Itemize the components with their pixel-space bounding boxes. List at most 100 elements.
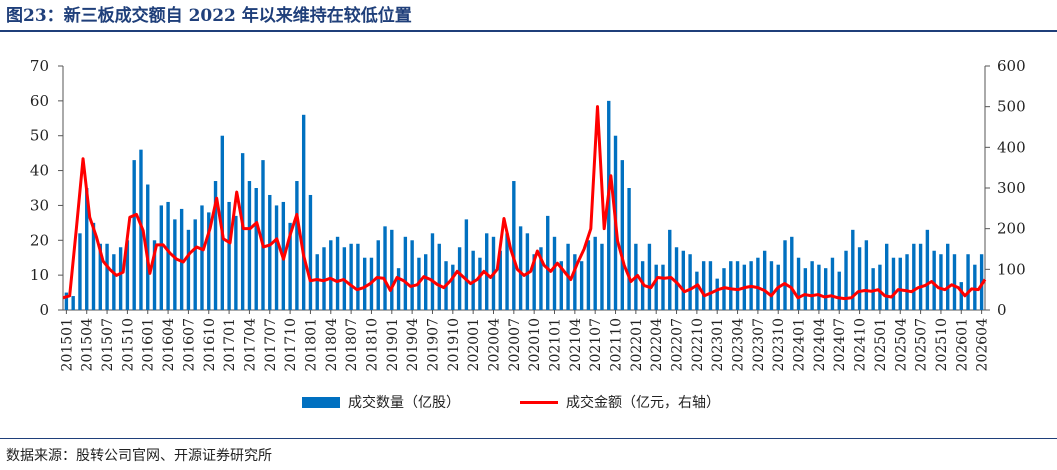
x-tick-label: 202001 bbox=[466, 318, 482, 371]
volume-bar bbox=[152, 240, 157, 310]
left-tick-label: 0 bbox=[39, 301, 49, 319]
volume-bar bbox=[810, 261, 814, 310]
volume-bar bbox=[485, 233, 489, 310]
volume-bar bbox=[410, 240, 414, 310]
volume-bar bbox=[91, 222, 96, 310]
volume-bar bbox=[335, 236, 340, 310]
x-tick-label: 201904 bbox=[405, 318, 421, 372]
x-tick-label: 202207 bbox=[670, 318, 686, 371]
right-tick-label: 0 bbox=[997, 301, 1007, 319]
source-note: 数据来源：股转公司官网、开源证券研究所 bbox=[6, 448, 272, 464]
volume-bar bbox=[546, 215, 550, 310]
volume-bar bbox=[885, 243, 889, 310]
x-tick-label: 202407 bbox=[832, 318, 848, 371]
volume-bar bbox=[105, 243, 109, 310]
volume-bar bbox=[695, 271, 699, 310]
volume-bar bbox=[403, 236, 408, 310]
x-tick-label: 202010 bbox=[527, 318, 543, 371]
volume-bar bbox=[390, 229, 394, 310]
chart-legend: 成交数量（亿股） 成交金额（亿元，右轴） bbox=[0, 392, 1057, 416]
volume-bar bbox=[457, 247, 462, 310]
x-tick-label: 201704 bbox=[242, 318, 258, 372]
legend-label-amount: 成交金额（亿元，右轴） bbox=[566, 395, 720, 411]
figure-title-text: 图23：新三板成交额自 2022 年以来维持在较低位置 bbox=[6, 6, 412, 26]
volume-bar bbox=[132, 160, 136, 310]
volume-bar bbox=[349, 243, 353, 310]
volume-bar bbox=[607, 100, 611, 310]
volume-bar bbox=[85, 188, 89, 310]
volume-bar bbox=[647, 243, 652, 310]
volume-bar bbox=[146, 184, 150, 310]
x-tick-label: 201504 bbox=[80, 318, 96, 372]
right-tick-label: 600 bbox=[997, 57, 1026, 75]
volume-bar bbox=[295, 181, 299, 310]
volume-bar bbox=[424, 254, 428, 310]
volume-bar bbox=[857, 247, 862, 310]
volume-bar bbox=[498, 250, 502, 310]
x-tick-label: 201607 bbox=[181, 318, 197, 371]
title-rule bbox=[0, 30, 1057, 32]
volume-bar bbox=[173, 219, 177, 310]
x-tick-label: 201801 bbox=[303, 318, 319, 371]
volume-bar bbox=[552, 236, 557, 310]
x-tick-label: 202301 bbox=[710, 318, 726, 371]
x-tick-label: 202204 bbox=[649, 318, 665, 372]
volume-bar bbox=[688, 254, 692, 310]
x-tick-label: 201604 bbox=[161, 318, 177, 372]
volume-bar bbox=[579, 261, 584, 310]
left-tick-label: 30 bbox=[30, 196, 49, 214]
x-tick-label: 201804 bbox=[324, 318, 340, 372]
x-tick-label: 201810 bbox=[364, 318, 380, 371]
volume-bar bbox=[844, 250, 848, 310]
right-tick-label: 500 bbox=[997, 98, 1026, 116]
left-tick-label: 40 bbox=[30, 162, 49, 180]
volume-bar bbox=[383, 226, 387, 310]
legend-swatch-volume bbox=[302, 396, 340, 408]
volume-bar bbox=[817, 264, 821, 310]
x-tick-label: 202104 bbox=[568, 318, 584, 372]
x-tick-label: 202507 bbox=[914, 318, 930, 371]
volume-bar bbox=[905, 254, 909, 310]
volume-bar bbox=[532, 254, 536, 310]
x-tick-label: 202504 bbox=[893, 318, 909, 372]
x-tick-label: 201710 bbox=[283, 318, 299, 371]
volume-bar bbox=[559, 261, 563, 310]
volume-bar bbox=[322, 247, 326, 310]
right-tick-label: 200 bbox=[997, 220, 1026, 238]
volume-bar bbox=[790, 236, 794, 310]
left-tick-label: 20 bbox=[30, 231, 49, 249]
volume-bar bbox=[451, 264, 455, 310]
left-tick-label: 60 bbox=[30, 92, 49, 110]
x-tick-label: 201910 bbox=[446, 318, 462, 371]
volume-bar bbox=[708, 261, 713, 310]
volume-bar bbox=[247, 181, 252, 310]
x-tick-label: 202410 bbox=[853, 318, 869, 371]
volume-bar bbox=[769, 261, 774, 310]
volume-bar bbox=[179, 208, 184, 310]
volume-bar bbox=[362, 257, 367, 310]
volume-bar bbox=[518, 226, 523, 310]
volume-bar bbox=[539, 247, 543, 310]
volume-bar bbox=[240, 153, 245, 310]
volume-bar bbox=[376, 240, 380, 310]
x-tick-label: 201907 bbox=[425, 318, 441, 371]
volume-bar bbox=[830, 257, 835, 310]
x-tick-label: 201507 bbox=[100, 318, 116, 371]
source-rule bbox=[0, 438, 1057, 439]
x-tick-label: 201707 bbox=[263, 318, 279, 371]
x-tick-label: 201501 bbox=[59, 318, 75, 371]
volume-bar bbox=[593, 236, 597, 310]
x-tick-label: 202401 bbox=[792, 318, 808, 371]
volume-bar bbox=[681, 250, 686, 310]
volume-bar bbox=[71, 296, 75, 310]
volume-bar bbox=[783, 240, 787, 310]
x-tick-label: 202307 bbox=[751, 318, 767, 371]
volume-bar bbox=[356, 243, 360, 310]
left-tick-label: 70 bbox=[30, 57, 49, 75]
legend-swatch-amount bbox=[520, 400, 558, 404]
right-tick-label: 300 bbox=[997, 179, 1026, 197]
x-tick-label: 202404 bbox=[812, 318, 828, 372]
volume-bar bbox=[946, 243, 950, 310]
volume-bar bbox=[661, 264, 665, 310]
